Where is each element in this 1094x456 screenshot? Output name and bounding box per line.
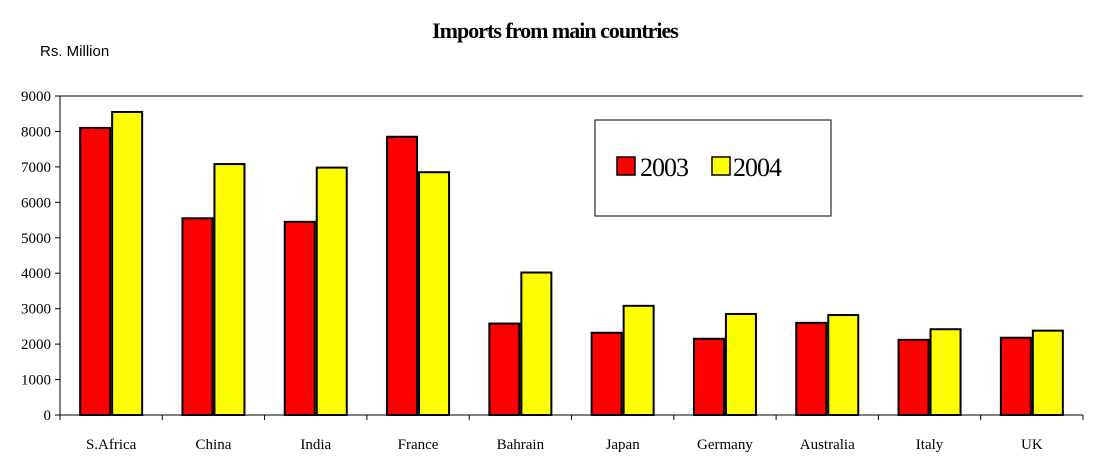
bar-2003-germany — [692, 337, 725, 416]
bar-series-group — [79, 110, 1064, 417]
legend-swatch-2004 — [711, 156, 731, 176]
x-tick-label: Australia — [800, 437, 855, 453]
bar-2004-china — [213, 163, 246, 416]
y-tick-label: 5000 — [21, 231, 51, 247]
y-tick-label: 1000 — [21, 373, 51, 389]
bar-2003-s-africa — [79, 126, 112, 417]
bar-2004-india — [315, 166, 348, 416]
x-tick-label: India — [300, 437, 331, 453]
y-tick-label: 8000 — [21, 124, 51, 140]
y-tick-label: 7000 — [21, 160, 51, 176]
y-axis-unit-label: Rs. Million — [40, 43, 109, 60]
legend-label-2004: 2004 — [733, 153, 782, 182]
x-tick-label: Bahrain — [497, 437, 545, 453]
y-tick-label: 4000 — [21, 266, 51, 282]
bar-2004-s-africa — [111, 110, 144, 416]
bar-2003-france — [386, 135, 419, 416]
bar-2003-japan — [590, 331, 623, 416]
bar-2004-italy — [929, 328, 962, 417]
x-tick-label: Germany — [697, 437, 753, 453]
y-tick-label: 0 — [44, 408, 52, 424]
plot-area: 0 1000 2000 3000 4000 5000 6000 7000 8000 9000 S.… — [21, 89, 1084, 453]
bar-2004-germany — [724, 312, 757, 417]
bar-2004-bahrain — [520, 271, 553, 416]
bar-2003-china — [181, 217, 214, 416]
legend-swatch-2003 — [616, 156, 636, 176]
x-tick-label: China — [196, 437, 232, 453]
y-tick-label: 3000 — [21, 302, 51, 318]
y-tick-label: 2000 — [21, 337, 51, 353]
legend: 2003 2004 — [594, 119, 832, 217]
x-axis-ticks: S.Africa China India France Bahrain Japan Germ… — [59, 415, 1084, 453]
x-tick-label: Japan — [606, 437, 641, 453]
bar-2003-australia — [795, 321, 828, 417]
x-tick-label: France — [398, 437, 439, 453]
bar-2004-australia — [827, 314, 860, 416]
bar-2004-japan — [622, 304, 655, 417]
y-tick-label: 6000 — [21, 195, 51, 211]
bar-2003-india — [283, 220, 316, 416]
bar-2003-bahrain — [488, 322, 521, 417]
bar-2003-uk — [999, 336, 1032, 416]
x-tick-label: S.Africa — [86, 437, 137, 453]
y-tick-label: 9000 — [21, 89, 51, 105]
x-tick-label: Italy — [916, 437, 944, 453]
y-axis-ticks: 0 1000 2000 3000 4000 5000 6000 7000 8000 9000 — [21, 89, 60, 424]
x-tick-label: UK — [1021, 437, 1043, 453]
bar-2004-uk — [1031, 329, 1064, 416]
chart-title: Imports from main countries — [432, 18, 679, 43]
bar-2003-italy — [897, 338, 930, 417]
legend-label-2003: 2003 — [640, 153, 688, 182]
bar-2004-france — [418, 171, 451, 416]
